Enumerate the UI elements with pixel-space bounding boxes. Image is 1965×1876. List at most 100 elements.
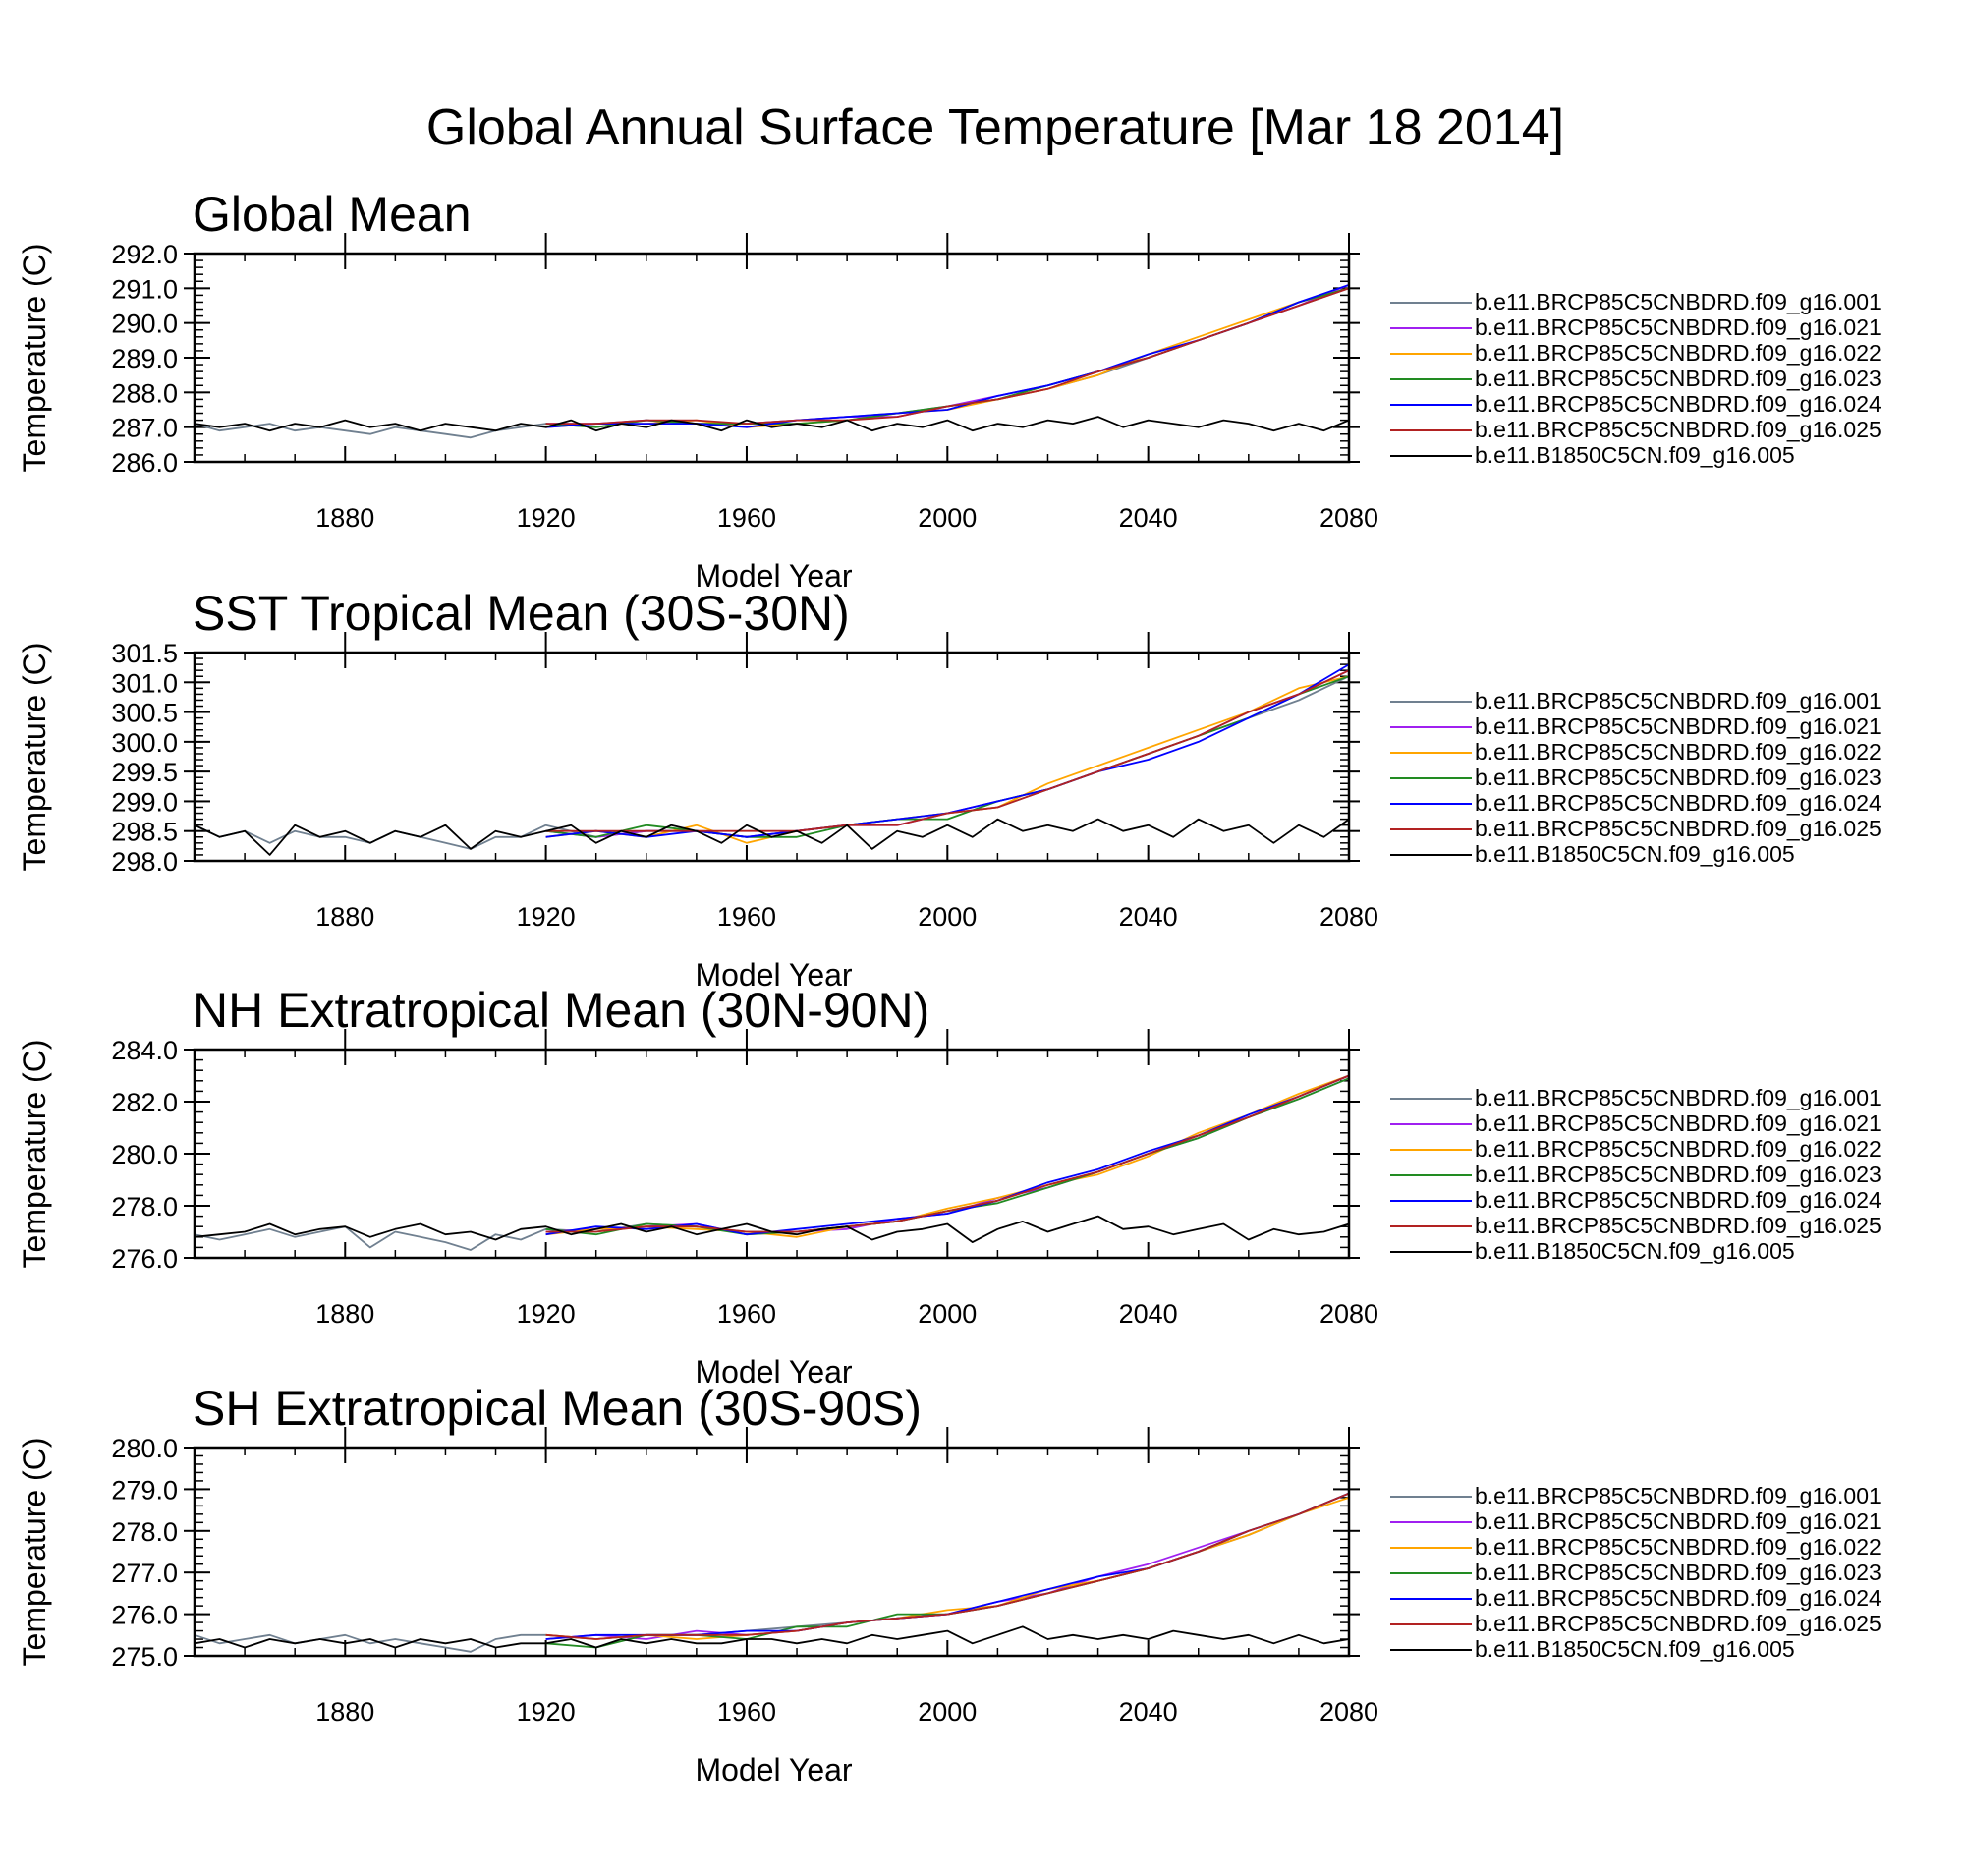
- series-line: [545, 675, 1350, 844]
- x-tick-label: 2040: [1119, 1697, 1178, 1727]
- panel-3: NH Extratropical Mean (30N-90N) Temperatu…: [17, 983, 1881, 1390]
- x-tick-label: 1920: [517, 902, 576, 932]
- legend-label: b.e11.BRCP85C5CNBDRD.f09_g16.001: [1475, 688, 1881, 713]
- y-tick-label: 298.0: [111, 847, 178, 877]
- y-tick-label: 299.5: [111, 758, 178, 787]
- y-tick-label: 290.0: [111, 310, 178, 339]
- x-tick-label: 1960: [717, 503, 776, 533]
- y-tick-label: 287.0: [111, 414, 178, 443]
- x-tick-label: 1920: [517, 1299, 576, 1329]
- legend-label: b.e11.BRCP85C5CNBDRD.f09_g16.024: [1475, 790, 1881, 816]
- legend-label: b.e11.BRCP85C5CNBDRD.f09_g16.001: [1475, 1483, 1881, 1508]
- legend: b.e11.BRCP85C5CNBDRD.f09_g16.001 b.e11.BR…: [1390, 688, 1881, 867]
- y-tick-label: 276.0: [111, 1244, 178, 1274]
- series-line: [545, 675, 1350, 838]
- legend-label: b.e11.BRCP85C5CNBDRD.f09_g16.023: [1475, 1560, 1881, 1585]
- panel-2: SST Tropical Mean (30S-30N) Temperature (…: [17, 586, 1881, 993]
- panel-1: Global Mean Temperature (C) Model Year 1880…: [17, 187, 1881, 594]
- y-tick-label: 289.0: [111, 344, 178, 373]
- x-tick-label: 2040: [1119, 1299, 1178, 1329]
- panel-title: NH Extratropical Mean (30N-90N): [193, 983, 929, 1038]
- series-line: [194, 287, 1350, 439]
- x-tick-label: 1880: [315, 1299, 374, 1329]
- series-line: [545, 287, 1350, 426]
- series-line: [545, 1492, 1350, 1640]
- legend-label: b.e11.B1850C5CN.f09_g16.005: [1475, 1636, 1795, 1662]
- y-tick-label: 298.5: [111, 818, 178, 847]
- series-line: [194, 1492, 1350, 1653]
- y-tick-label: 300.5: [111, 699, 178, 728]
- series-line: [545, 1492, 1350, 1640]
- y-tick-label: 286.0: [111, 448, 178, 478]
- x-tick-label: 1920: [517, 1697, 576, 1727]
- x-axis-label: Model Year: [695, 1354, 852, 1390]
- plot-frame: [193, 651, 1351, 863]
- y-tick-label: 284.0: [111, 1036, 178, 1065]
- series-line: [545, 669, 1350, 838]
- series-line: [194, 1077, 1350, 1251]
- y-tick-label: 278.0: [111, 1517, 178, 1547]
- y-tick-label: 301.0: [111, 668, 178, 698]
- legend-label: b.e11.BRCP85C5CNBDRD.f09_g16.001: [1475, 1085, 1881, 1110]
- series-line: [545, 283, 1350, 426]
- series-line: [194, 1215, 1350, 1243]
- x-tick-label: 2040: [1119, 503, 1178, 533]
- x-tick-label: 2040: [1119, 902, 1178, 932]
- series-line: [194, 1625, 1350, 1649]
- y-tick-label: 291.0: [111, 274, 178, 304]
- x-tick-label: 2080: [1319, 1697, 1378, 1727]
- x-tick-label: 2080: [1319, 902, 1378, 932]
- legend-label: b.e11.BRCP85C5CNBDRD.f09_g16.024: [1475, 1187, 1881, 1213]
- legend-label: b.e11.B1850C5CN.f09_g16.005: [1475, 1238, 1795, 1264]
- legend-label: b.e11.BRCP85C5CNBDRD.f09_g16.024: [1475, 1585, 1881, 1611]
- x-axis-label: Model Year: [695, 558, 852, 594]
- y-tick-label: 282.0: [111, 1088, 178, 1117]
- x-tick-label: 1880: [315, 902, 374, 932]
- y-axis-label: Temperature (C): [17, 1438, 52, 1667]
- y-axis-label: Temperature (C): [17, 1040, 52, 1269]
- legend-label: b.e11.BRCP85C5CNBDRD.f09_g16.025: [1475, 1611, 1881, 1636]
- y-axis-label: Temperature (C): [17, 244, 52, 473]
- x-tick-label: 1960: [717, 1697, 776, 1727]
- legend-label: b.e11.BRCP85C5CNBDRD.f09_g16.001: [1475, 289, 1881, 314]
- legend: b.e11.BRCP85C5CNBDRD.f09_g16.001 b.e11.BR…: [1390, 289, 1881, 468]
- x-tick-label: 1880: [315, 1697, 374, 1727]
- legend-label: b.e11.BRCP85C5CNBDRD.f09_g16.023: [1475, 765, 1881, 790]
- x-tick-label: 1880: [315, 503, 374, 533]
- legend-label: b.e11.BRCP85C5CNBDRD.f09_g16.022: [1475, 340, 1881, 366]
- y-tick-label: 277.0: [111, 1559, 178, 1588]
- x-tick-label: 2000: [918, 1299, 977, 1329]
- x-tick-label: 2000: [918, 902, 977, 932]
- panel-title: SH Extratropical Mean (30S-90S): [193, 1381, 922, 1436]
- y-tick-label: 278.0: [111, 1192, 178, 1222]
- y-tick-label: 276.0: [111, 1601, 178, 1630]
- y-tick-label: 300.0: [111, 728, 178, 758]
- series-line: [545, 1074, 1350, 1233]
- series-line: [545, 1497, 1350, 1640]
- series-line: [545, 663, 1350, 838]
- x-axis-label: Model Year: [695, 957, 852, 993]
- series-line: [194, 675, 1350, 850]
- legend-label: b.e11.BRCP85C5CNBDRD.f09_g16.022: [1475, 739, 1881, 765]
- legend-label: b.e11.BRCP85C5CNBDRD.f09_g16.022: [1475, 1534, 1881, 1560]
- x-tick-label: 1920: [517, 503, 576, 533]
- x-tick-label: 1960: [717, 902, 776, 932]
- y-tick-label: 288.0: [111, 378, 178, 408]
- series-line: [545, 669, 1350, 832]
- legend-label: b.e11.B1850C5CN.f09_g16.005: [1475, 841, 1795, 867]
- legend-label: b.e11.B1850C5CN.f09_g16.005: [1475, 442, 1795, 468]
- legend-label: b.e11.BRCP85C5CNBDRD.f09_g16.021: [1475, 1110, 1881, 1136]
- y-tick-label: 279.0: [111, 1475, 178, 1505]
- x-tick-label: 2080: [1319, 1299, 1378, 1329]
- panel-title: SST Tropical Mean (30S-30N): [193, 586, 850, 641]
- panel-4: SH Extratropical Mean (30S-90S) Temperatu…: [17, 1381, 1881, 1788]
- series-line: [545, 1492, 1350, 1649]
- y-tick-label: 292.0: [111, 240, 178, 269]
- main-title: Global Annual Surface Temperature [Mar 1…: [426, 99, 1564, 156]
- panel-title: Global Mean: [193, 187, 472, 242]
- series-line: [545, 1492, 1350, 1640]
- series-line: [194, 416, 1350, 432]
- y-tick-label: 280.0: [111, 1140, 178, 1169]
- legend-label: b.e11.BRCP85C5CNBDRD.f09_g16.025: [1475, 417, 1881, 442]
